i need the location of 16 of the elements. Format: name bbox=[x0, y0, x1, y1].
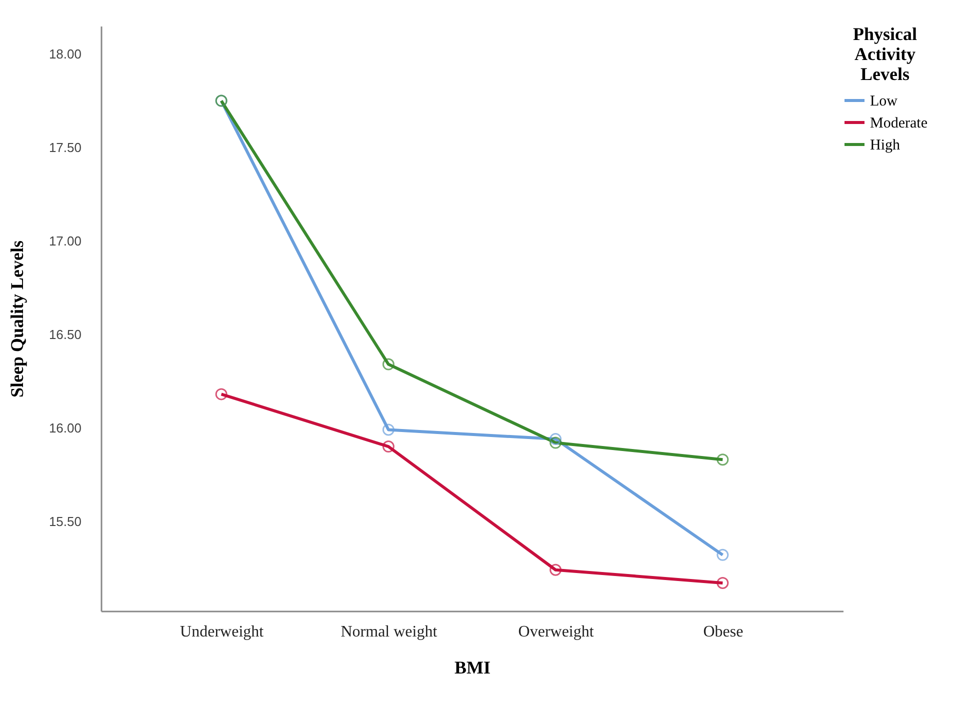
y-tick-label: 17.00 bbox=[48, 233, 82, 248]
x-tick-label: Overweight bbox=[518, 624, 594, 640]
legend-label: Moderate bbox=[870, 116, 928, 132]
legend-title: Physical Activity Levels bbox=[852, 24, 918, 84]
x-tick-label: Obese bbox=[703, 624, 744, 640]
y-tick-label: 16.00 bbox=[48, 420, 82, 436]
y-axis-title: Sleep Quality Levels bbox=[6, 240, 27, 398]
legend-label: High bbox=[870, 138, 900, 154]
y-tick-label: 18.00 bbox=[48, 46, 82, 62]
y-tick-label: 15.50 bbox=[48, 514, 82, 529]
x-tick-label: Normal weight bbox=[340, 624, 438, 640]
legend-label: Low bbox=[870, 94, 898, 110]
x-tick-label: Underweight bbox=[180, 624, 264, 640]
x-axis-title: BMI bbox=[454, 658, 490, 678]
y-tick-label: 17.50 bbox=[48, 140, 82, 155]
y-tick-label: 16.50 bbox=[48, 326, 82, 342]
